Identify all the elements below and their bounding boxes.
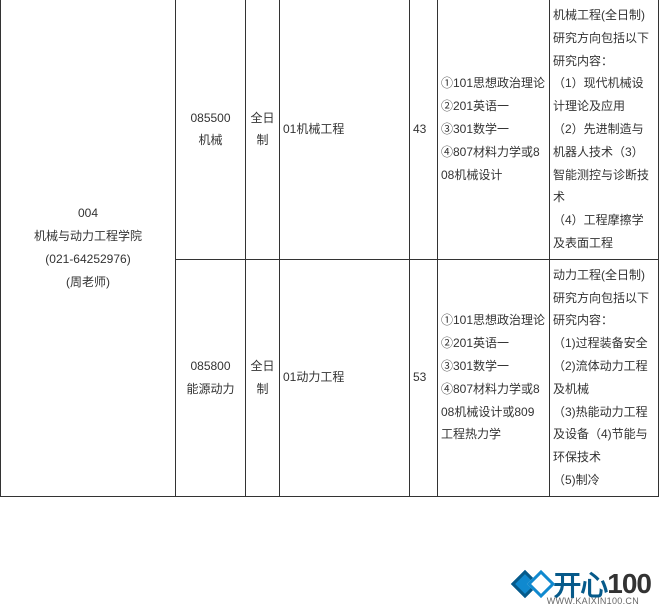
major-name: 机械 xyxy=(179,129,242,152)
major-cell: 085500 机械 xyxy=(176,0,246,259)
admissions-table: 004 机械与动力工程学院 (021-64252976) (周老师) 08550… xyxy=(0,0,659,497)
logo-icon xyxy=(517,568,549,600)
dept-contact: (周老师) xyxy=(4,271,172,294)
major-code: 085800 xyxy=(179,355,242,378)
direction-cell: 01动力工程 xyxy=(280,259,410,496)
dept-cell: 004 机械与动力工程学院 (021-64252976) (周老师) xyxy=(1,0,176,496)
exam-cell: ①101思想政治理论②201英语一③301数学一④807材料力学或808机械设计 xyxy=(438,0,550,259)
quota-cell: 43 xyxy=(410,0,438,259)
exam-cell: ①101思想政治理论②201英语一③301数学一④807材料力学或808机械设计… xyxy=(438,259,550,496)
note-cell: 机械工程(全日制)研究方向包括以下研究内容：（1）现代机械设计理论及应用（2）先… xyxy=(550,0,659,259)
major-code: 085500 xyxy=(179,107,242,130)
major-name: 能源动力 xyxy=(179,378,242,401)
mode-cell: 全日制 xyxy=(246,0,280,259)
direction-cell: 01机械工程 xyxy=(280,0,410,259)
dept-phone: (021-64252976) xyxy=(4,248,172,271)
dept-name: 机械与动力工程学院 xyxy=(4,225,172,248)
mode-cell: 全日制 xyxy=(246,259,280,496)
dept-code: 004 xyxy=(4,202,172,225)
watermark-url: WWW.KAIXIN100.CN xyxy=(547,596,639,606)
note-cell: 动力工程(全日制)研究方向包括以下研究内容：（1)过程装备安全（2)流体动力工程… xyxy=(550,259,659,496)
quota-cell: 53 xyxy=(410,259,438,496)
watermark: 开心 100 WWW.KAIXIN100.CN xyxy=(517,564,651,604)
major-cell: 085800 能源动力 xyxy=(176,259,246,496)
